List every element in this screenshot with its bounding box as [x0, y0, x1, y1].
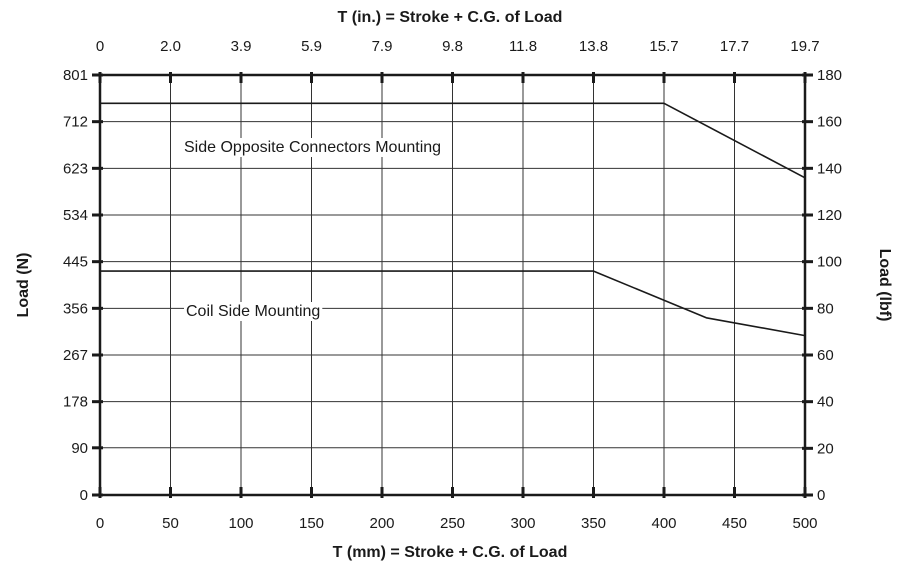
- y-tick-label: 267: [63, 347, 88, 364]
- y-right-tick-label: 180: [817, 67, 842, 84]
- series-line-side-opposite: [100, 102, 806, 179]
- x-top-tick-label: 3.9: [231, 38, 252, 55]
- y-tick-label: 0: [80, 487, 88, 504]
- x-tick-label: 100: [228, 515, 253, 532]
- x-top-tick-label: 17.7: [720, 38, 749, 55]
- x-top-tick-label: 19.7: [790, 38, 819, 55]
- x-top-tick-label: 11.8: [509, 38, 537, 55]
- y-right-tick-label: 120: [817, 207, 842, 224]
- x-axis-title: T (mm) = Stroke + C.G. of Load: [333, 544, 568, 561]
- x-top-tick-label: 7.9: [372, 38, 393, 55]
- x-tick-label: 0: [96, 515, 104, 532]
- y-tick-label: 90: [71, 440, 88, 457]
- y-right-tick-label: 160: [817, 114, 842, 131]
- series-label-coil-side: Coil Side Mounting: [186, 303, 320, 320]
- y-axis-title-right: Load (lbf): [876, 249, 893, 322]
- x-top-tick-label: 15.7: [649, 38, 678, 55]
- y-right-tick-label: 40: [817, 394, 834, 411]
- tick-marks: [92, 72, 813, 498]
- x-top-tick-label: 0: [96, 38, 104, 55]
- y-tick-label: 801: [63, 67, 88, 84]
- x-tick-label: 500: [792, 515, 817, 532]
- x-tick-label: 50: [162, 515, 179, 532]
- y-tick-label: 712: [63, 114, 88, 131]
- y-right-tick-label: 80: [817, 300, 834, 317]
- y-right-tick-label: 140: [817, 160, 842, 177]
- x-tick-label: 200: [369, 515, 394, 532]
- y-right-tick-label: 100: [817, 254, 842, 271]
- series-label-coil-side-background: [184, 302, 323, 321]
- y-right-tick-label: 60: [817, 347, 834, 364]
- chart-title: T (in.) = Stroke + C.G. of Load: [338, 9, 563, 26]
- x-tick-label: 300: [510, 515, 535, 532]
- y-right-tick-label: 20: [817, 440, 834, 457]
- x-tick-label: 400: [651, 515, 676, 532]
- x-tick-label: 250: [440, 515, 465, 532]
- y-tick-label: 623: [63, 160, 88, 177]
- series-label-side-opposite-background: [182, 138, 444, 157]
- series-lines: [100, 102, 806, 337]
- y-tick-label: 534: [63, 207, 88, 224]
- y-tick-label: 178: [63, 394, 88, 411]
- x-top-tick-label: 9.8: [442, 38, 463, 55]
- series-line-coil-side: [100, 270, 806, 337]
- x-top-tick-label: 5.9: [301, 38, 322, 55]
- x-tick-label: 450: [722, 515, 747, 532]
- y-tick-label: 445: [63, 254, 88, 271]
- y-tick-label: 356: [63, 300, 88, 317]
- x-top-tick-label: 13.8: [579, 38, 608, 55]
- x-top-tick-label: 2.0: [160, 38, 181, 55]
- x-tick-label: 150: [299, 515, 324, 532]
- x-tick-label: 350: [581, 515, 606, 532]
- y-right-tick-label: 0: [817, 487, 825, 504]
- y-axis-title-left: Load (N): [15, 253, 32, 318]
- series-label-side-opposite: Side Opposite Connectors Mounting: [184, 139, 441, 156]
